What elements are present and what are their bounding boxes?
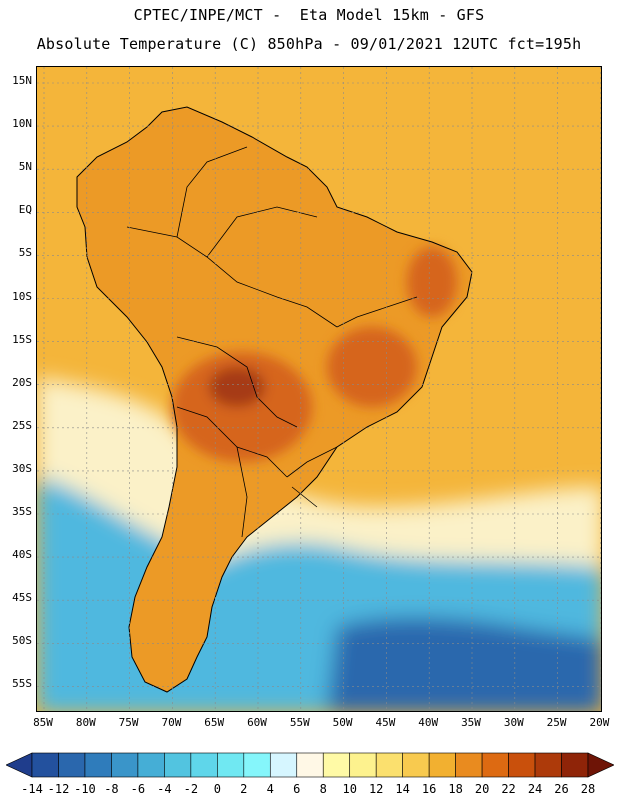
colorbar-cell xyxy=(58,752,86,778)
colorbar-tick-label: -8 xyxy=(104,782,119,796)
colorbar-tick-label: -6 xyxy=(130,782,146,796)
deep-cold-field xyxy=(327,617,601,711)
lat-tick-label: EQ xyxy=(18,203,32,217)
lat-tick-label: 20S xyxy=(12,375,32,389)
colorbar-cell xyxy=(296,752,324,778)
colorbar-cell xyxy=(561,752,589,778)
colorbar-cell xyxy=(31,752,59,778)
colorbar-tick-label: 12 xyxy=(368,782,384,796)
map-panel[interactable] xyxy=(36,66,602,712)
lat-tick-label: 5S xyxy=(18,246,32,260)
colorbar-tick-label: 24 xyxy=(527,782,543,796)
lon-tick-label: 20W xyxy=(589,716,610,729)
colorbar-cell xyxy=(534,752,562,778)
colorbar-tick-label: 22 xyxy=(501,782,516,796)
colorbar-cell xyxy=(190,752,218,778)
heat-region-northeast xyxy=(407,247,457,317)
colorbar-cell xyxy=(217,752,245,778)
colorbar-cell xyxy=(269,752,298,778)
heat-region-brazil xyxy=(327,327,417,407)
colorbar-cell xyxy=(137,752,165,778)
lon-tick-label: 55W xyxy=(289,716,310,729)
lat-tick-label: 10N xyxy=(12,117,32,131)
lat-tick-label: 15S xyxy=(12,332,32,346)
lon-tick-label: 35W xyxy=(461,716,481,729)
colorbar-tick-label: 20 xyxy=(474,782,490,796)
colorbar-tick-label: 4 xyxy=(266,782,274,796)
lon-tick-label: 70W xyxy=(161,716,182,729)
colorbar-tick-label: -4 xyxy=(157,782,172,796)
lat-tick-label: 35S xyxy=(12,505,32,518)
lat-tick-label: 55S xyxy=(12,677,32,691)
colorbar-tick-label: 18 xyxy=(448,782,463,796)
lon-tick-label: 50W xyxy=(332,716,353,729)
colorbar-tick-label: 28 xyxy=(580,782,596,796)
map-title: CPTEC/INPE/MCT - Eta Model 15km - GFS xyxy=(133,6,485,24)
colorbar-tick-label: 26 xyxy=(554,782,569,796)
lon-tick-label: 25W xyxy=(546,716,567,729)
colorbar-max-arrow xyxy=(587,752,614,778)
colorbar-tick-label: 6 xyxy=(293,782,301,796)
temperature-field-map xyxy=(37,67,601,711)
map-subtitle: Absolute Temperature (C) 850hPa - 09/01/… xyxy=(36,35,582,53)
colorbar-min-arrow xyxy=(6,752,33,778)
colorbar-tick-label: 16 xyxy=(421,782,437,796)
colorbar-cell xyxy=(84,752,112,778)
colorbar-cell xyxy=(111,752,139,778)
colorbar-tick-label: -14 xyxy=(21,782,43,796)
heat-core xyxy=(209,367,265,407)
lat-tick-label: 40S xyxy=(12,548,32,562)
lat-tick-label: 10S xyxy=(12,289,32,303)
lon-tick-label: 45W xyxy=(375,716,396,729)
colorbar-cell xyxy=(164,752,192,778)
lon-tick-label: 60W xyxy=(247,716,267,729)
colorbar-tick-label: 0 xyxy=(213,782,221,796)
lon-tick-label: 65W xyxy=(204,716,225,729)
colorbar-tick-label: -2 xyxy=(183,782,199,796)
lon-tick-label: 80W xyxy=(75,716,96,729)
temperature-colorbar xyxy=(6,752,614,778)
colorbar-cell xyxy=(455,752,483,778)
lat-tick-label: 30S xyxy=(12,461,32,475)
colorbar-tick-label: 10 xyxy=(342,782,357,796)
colorbar-tick-label: -10 xyxy=(74,782,96,796)
colorbar-cell xyxy=(428,752,456,778)
colorbar-cell xyxy=(375,752,403,778)
colorbar-cell xyxy=(481,752,509,778)
lat-tick-label: 50S xyxy=(12,634,32,648)
lat-tick-label: 5N xyxy=(18,160,32,174)
lon-tick-label: 85W xyxy=(33,716,53,729)
colorbar-cell xyxy=(349,752,377,778)
lon-tick-label: 30W xyxy=(503,716,524,729)
colorbar-cell xyxy=(322,752,351,778)
lat-tick-label: 15N xyxy=(12,74,32,87)
colorbar-tick-label: 14 xyxy=(395,782,410,796)
colorbar-cell xyxy=(243,752,271,778)
colorbar-cell xyxy=(508,752,536,778)
lat-tick-label: 45S xyxy=(12,591,32,605)
colorbar-tick-label: -12 xyxy=(47,782,70,796)
colorbar-cell xyxy=(402,752,430,778)
coastline xyxy=(76,106,473,693)
heat-region-chaco xyxy=(172,352,312,462)
lat-lon-grid xyxy=(37,67,601,711)
lat-tick-label: 25S xyxy=(12,418,32,432)
lon-tick-label: 40W xyxy=(418,716,439,729)
colorbar-tick-label: 8 xyxy=(319,782,327,796)
lon-tick-label: 75W xyxy=(118,716,139,729)
colorbar-tick-label: 2 xyxy=(240,782,248,796)
